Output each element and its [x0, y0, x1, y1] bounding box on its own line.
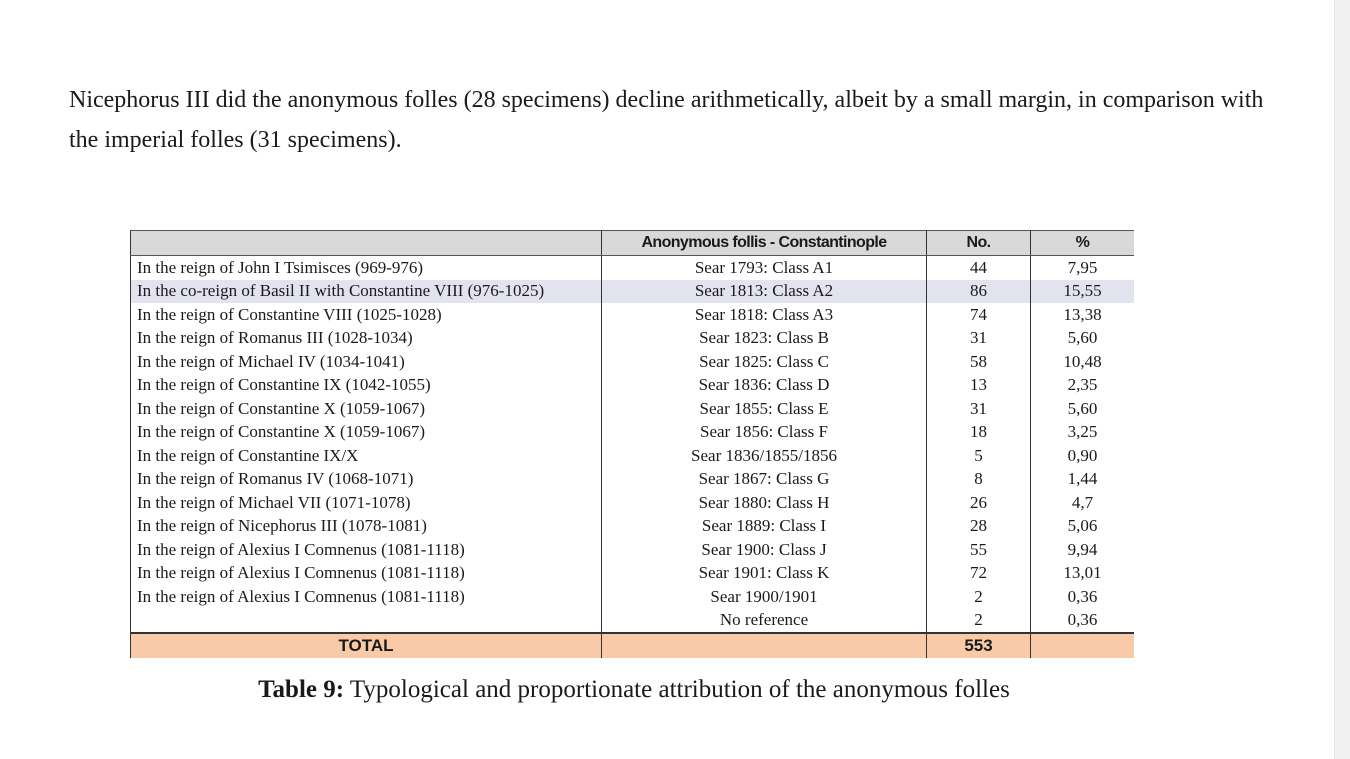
- reference-cell: Sear 1823: Class B: [601, 326, 927, 350]
- count-cell: 13: [926, 373, 1031, 397]
- header-percent: %: [1030, 230, 1134, 256]
- reference-cell: Sear 1867: Class G: [601, 467, 927, 491]
- reign-cell: In the reign of Michael IV (1034-1041): [130, 350, 602, 374]
- count-cell: 31: [926, 326, 1031, 350]
- table-row: In the reign of Constantine X (1059-1067…: [130, 397, 1135, 421]
- percent-cell: 7,95: [1067, 257, 1098, 277]
- reference-cell: Sear 1825: Class C: [601, 350, 927, 374]
- percent-cell: 3,25: [1067, 422, 1098, 442]
- table-row: In the reign of Michael VII (1071-1078) S…: [130, 491, 1135, 515]
- reference-cell: Sear 1901: Class K: [601, 561, 927, 585]
- reference-cell: Sear 1836/1855/1856: [601, 444, 927, 468]
- percent-cell: 5,60: [1067, 398, 1098, 418]
- reference-cell: Sear 1889: Class I: [601, 514, 927, 538]
- reign-cell: In the reign of Alexius I Comnenus (1081…: [130, 538, 602, 562]
- table-row: In the reign of John I Tsimisces (969-97…: [130, 255, 1135, 280]
- table-row: In the reign of Alexius I Comnenus (1081…: [130, 538, 1135, 562]
- total-value: 553: [926, 632, 1031, 658]
- percent-cell: 0,36: [1067, 586, 1098, 606]
- table-row: In the reign of Alexius I Comnenus (1081…: [130, 585, 1135, 609]
- reference-cell: Sear 1813: Class A2: [601, 279, 927, 303]
- percent-cell: 9,94: [1067, 539, 1098, 559]
- table-row: In the reign of Constantine VIII (1025-1…: [130, 303, 1135, 327]
- table-row: In the reign of Constantine IX/X Sear 183…: [130, 444, 1135, 468]
- reference-cell: Sear 1793: Class A1: [601, 255, 927, 280]
- count-cell: 44: [926, 255, 1031, 280]
- count-cell: 86: [926, 279, 1031, 303]
- percent-cell: 13,01: [1063, 563, 1102, 583]
- reference-cell: Sear 1880: Class H: [601, 491, 927, 515]
- table-header-row: Anonymous follis - Constantinople No. %: [130, 230, 1134, 256]
- caption-text: Typological and proportionate attributio…: [349, 676, 1010, 703]
- count-cell: 8: [926, 467, 1031, 491]
- table-row: In the reign of Romanus IV (1068-1071) Se…: [130, 467, 1135, 491]
- reign-cell: In the reign of Constantine X (1059-1067…: [130, 397, 602, 421]
- total-label: TOTAL: [130, 632, 602, 658]
- reign-cell: In the co-reign of Basil II with Constan…: [130, 279, 602, 303]
- reference-cell: Sear 1855: Class E: [601, 397, 927, 421]
- count-cell: 18: [926, 420, 1031, 444]
- reign-cell: In the reign of Michael VII (1071-1078): [130, 491, 602, 515]
- percent-cell: 4,7: [1071, 492, 1094, 512]
- table-body: In the reign of John I Tsimisces (969-97…: [130, 255, 1135, 633]
- reign-cell: In the reign of Constantine IX/X: [130, 444, 602, 468]
- count-cell: 55: [926, 538, 1031, 562]
- reign-cell: In the reign of Alexius I Comnenus (1081…: [130, 585, 602, 609]
- percent-cell: 1,44: [1067, 469, 1098, 489]
- table-row: In the reign of Alexius I Comnenus (1081…: [130, 561, 1135, 585]
- percent-cell: 13,38: [1063, 304, 1102, 324]
- percent-cell: 2,35: [1067, 375, 1098, 395]
- reign-cell: In the reign of Alexius I Comnenus (1081…: [130, 561, 602, 585]
- reference-cell: Sear 1900: Class J: [601, 538, 927, 562]
- table-row: In the reign of Nicephorus III (1078-108…: [130, 514, 1135, 538]
- percent-cell: 0,36: [1067, 610, 1098, 630]
- table-row: In the co-reign of Basil II with Constan…: [130, 279, 1134, 303]
- reference-cell: Sear 1836: Class D: [601, 373, 927, 397]
- table-row: In the reign of Romanus III (1028-1034) S…: [130, 326, 1135, 350]
- reign-cell: In the reign of Constantine IX (1042-105…: [130, 373, 602, 397]
- body-paragraph: Nicephorus III did the anonymous folles …: [69, 87, 1264, 153]
- reign-cell: In the reign of John I Tsimisces (969-97…: [130, 255, 602, 280]
- reference-cell: Sear 1818: Class A3: [601, 303, 927, 327]
- total-spacer-pct: [1030, 632, 1134, 658]
- header-reign: [130, 230, 602, 256]
- caption-label: Table 9:: [258, 676, 345, 703]
- percent-cell: 5,06: [1067, 516, 1098, 536]
- header-reference: Anonymous follis - Constantinople: [601, 230, 927, 256]
- table-row: In the reign of Constantine IX (1042-105…: [130, 373, 1135, 397]
- percent-cell: 0,90: [1067, 445, 1098, 465]
- count-cell: 74: [926, 303, 1031, 327]
- reference-cell: Sear 1900/1901: [601, 585, 927, 609]
- count-cell: 58: [926, 350, 1031, 374]
- reign-cell: In the reign of Nicephorus III (1078-108…: [130, 514, 602, 538]
- count-cell: 72: [926, 561, 1031, 585]
- count-cell: 2: [926, 608, 1031, 633]
- table-row: In the reign of Constantine X (1059-1067…: [130, 420, 1135, 444]
- table-row: In the reign of Michael IV (1034-1041) Se…: [130, 350, 1135, 374]
- table-caption: Table 9: Typological and proportionate a…: [0, 676, 1268, 704]
- percent-cell: 15,55: [1030, 279, 1134, 303]
- count-cell: 2: [926, 585, 1031, 609]
- count-cell: 5: [926, 444, 1031, 468]
- count-cell: 31: [926, 397, 1031, 421]
- count-cell: 28: [926, 514, 1031, 538]
- total-spacer: [601, 632, 927, 658]
- percent-cell: 10,48: [1063, 351, 1102, 371]
- reign-cell: In the reign of Romanus IV (1068-1071): [130, 467, 602, 491]
- reign-cell: [130, 608, 602, 633]
- reign-cell: In the reign of Constantine VIII (1025-1…: [130, 303, 602, 327]
- reference-cell: No reference: [601, 608, 927, 633]
- table-row: No reference 2 0,36: [130, 608, 1135, 633]
- vertical-scrollbar[interactable]: [1334, 0, 1350, 759]
- total-row: TOTAL 553: [130, 632, 1134, 658]
- percent-cell: 5,60: [1067, 328, 1098, 348]
- reign-cell: In the reign of Romanus III (1028-1034): [130, 326, 602, 350]
- folles-table: Anonymous follis - Constantinople No. % …: [130, 230, 1134, 658]
- reign-cell: In the reign of Constantine X (1059-1067…: [130, 420, 602, 444]
- header-count: No.: [926, 230, 1031, 256]
- reference-cell: Sear 1856: Class F: [601, 420, 927, 444]
- count-cell: 26: [926, 491, 1031, 515]
